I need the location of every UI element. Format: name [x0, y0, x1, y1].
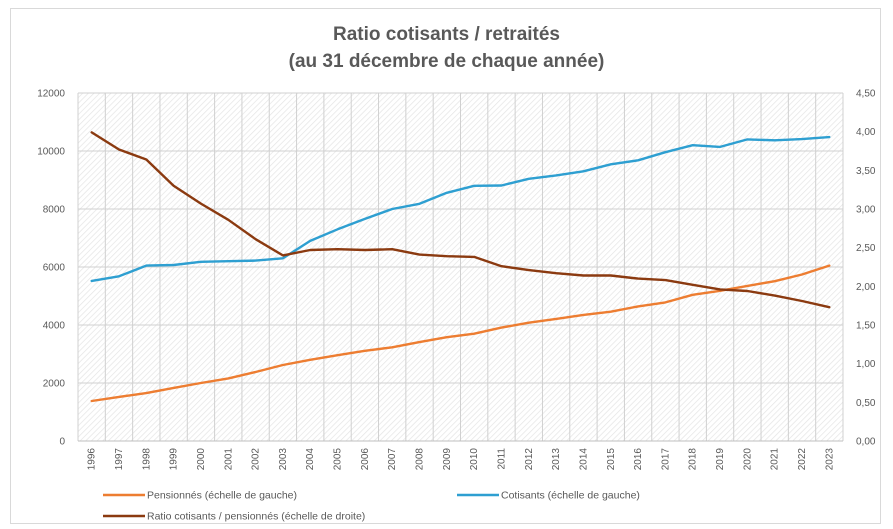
- x-tick-label: 1998: [141, 448, 152, 471]
- chart-title: Ratio cotisants / retraités: [332, 24, 561, 45]
- left-tick-label: 6000: [43, 263, 66, 274]
- x-tick-label: 2016: [633, 448, 644, 471]
- x-tick-label: 2010: [469, 448, 480, 471]
- x-tick-label: 2009: [442, 448, 453, 471]
- x-tick-label: 2020: [742, 448, 753, 471]
- left-axis: 0 2000 4000 6000 8000 10000 12000: [37, 89, 65, 448]
- legend-label: Pensionnés (échelle de gauche): [147, 490, 297, 502]
- right-tick-label: 3,00: [856, 205, 876, 216]
- series-line-pensionnes: [90, 264, 831, 403]
- left-tick-label: 8000: [43, 205, 66, 216]
- x-tick-label: 2012: [524, 448, 535, 471]
- legend-label: Cotisants (échelle de gauche): [501, 490, 640, 502]
- x-tick-label: 2002: [251, 448, 262, 471]
- right-tick-label: 2,50: [856, 243, 876, 254]
- left-tick-label: 2000: [43, 379, 66, 390]
- legend: Pensionnés (échelle de gauche) Cotisants …: [103, 490, 640, 523]
- x-tick-label: 2022: [797, 448, 808, 471]
- x-tick-label: 2011: [496, 448, 507, 470]
- x-tick-label: 2023: [824, 448, 835, 471]
- right-tick-label: 4,50: [856, 89, 876, 100]
- x-tick-label: 2005: [333, 448, 344, 471]
- gridlines: [77, 92, 844, 442]
- x-tick-label: 1999: [169, 448, 180, 471]
- right-tick-label: 0,50: [856, 398, 876, 409]
- x-tick-label: 2004: [305, 448, 316, 471]
- x-tick-label: 2007: [387, 448, 398, 471]
- right-tick-label: 1,00: [856, 359, 876, 370]
- x-tick-label: 2003: [278, 448, 289, 471]
- right-tick-label: 4,00: [856, 127, 876, 138]
- x-tick-label: 2017: [660, 448, 671, 471]
- legend-label: Ratio cotisants / pensionnés (échelle de…: [147, 511, 365, 523]
- x-tick-label: 2021: [770, 448, 781, 471]
- x-tick-label: 2001: [223, 448, 234, 471]
- x-tick-label: 2006: [360, 448, 371, 471]
- left-tick-label: 12000: [37, 89, 65, 100]
- x-tick-label: 2013: [551, 448, 562, 471]
- left-tick-label: 4000: [43, 321, 66, 332]
- right-tick-label: 2,00: [856, 282, 876, 293]
- left-tick-label: 0: [59, 437, 65, 448]
- x-axis: 1996 1997 1998 1999 2000 2001 2002 2003 2004 2005…: [87, 448, 836, 471]
- series-line-cotisants: [90, 135, 831, 283]
- x-tick-label: 2014: [578, 448, 589, 471]
- x-tick-label: 1997: [114, 448, 125, 471]
- x-tick-label: 2019: [715, 448, 726, 471]
- x-tick-label: 2008: [415, 448, 426, 471]
- right-tick-label: 3,50: [856, 166, 876, 177]
- series-lines: [90, 131, 831, 403]
- x-tick-label: 1996: [87, 448, 98, 471]
- left-tick-label: 10000: [37, 147, 65, 158]
- series-line-ratio: [90, 131, 831, 309]
- right-tick-label: 1,50: [856, 321, 876, 332]
- x-tick-label: 2000: [196, 448, 207, 471]
- right-tick-label: 0,00: [856, 437, 876, 448]
- right-axis: 0,00 0,50 1,00 1,50 2,00 2,50 3,00 3,50 4,00 4,50: [856, 89, 876, 448]
- chart-subtitle: (au 31 décembre de chaque année): [288, 51, 605, 72]
- x-tick-label: 2015: [606, 448, 617, 471]
- x-tick-label: 2018: [688, 448, 699, 471]
